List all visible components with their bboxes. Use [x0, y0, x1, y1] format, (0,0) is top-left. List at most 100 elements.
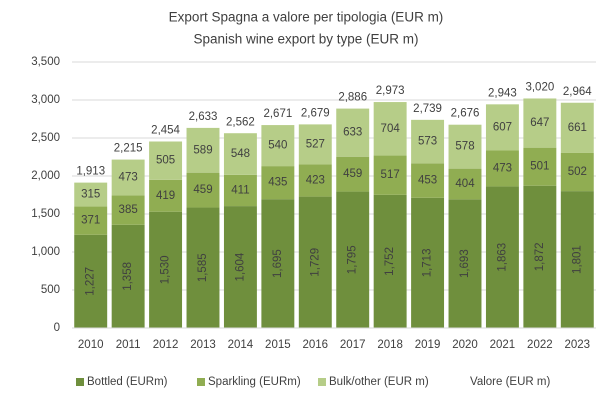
- data-label: 633: [343, 127, 362, 139]
- bar-segment: [411, 119, 445, 164]
- x-tick-label: 2021: [490, 339, 516, 351]
- x-tick-label: 2012: [153, 339, 179, 351]
- y-tick-label: 1,000: [31, 246, 60, 258]
- total-label: 2,562: [226, 116, 255, 128]
- legend-swatch: [76, 378, 84, 386]
- data-label: 1,752: [384, 247, 396, 276]
- bar-segment: [485, 104, 519, 151]
- bar-segment: [111, 224, 145, 328]
- bar-segment: [485, 150, 519, 187]
- total-label: 2,679: [301, 107, 330, 119]
- data-label: 385: [119, 204, 138, 216]
- bar-segment: [149, 211, 183, 328]
- chart-subtitle: Spanish wine export by type (EUR m): [193, 32, 418, 47]
- bar-segment: [448, 124, 482, 169]
- bar-segment: [223, 174, 257, 207]
- legend-label: Sparkling (EURm): [208, 376, 301, 388]
- data-label: 607: [493, 121, 512, 133]
- x-tick-label: 2013: [190, 339, 216, 351]
- data-label: 517: [381, 169, 400, 181]
- bar-segment: [223, 206, 257, 328]
- bar-segment: [560, 152, 594, 192]
- data-label: 540: [268, 140, 287, 152]
- total-label: 2,215: [114, 143, 143, 155]
- x-tick-label: 2015: [265, 339, 291, 351]
- data-label: 459: [193, 184, 212, 196]
- data-label: 661: [568, 122, 587, 134]
- x-tick-label: 2011: [116, 339, 141, 351]
- bar-segment: [149, 179, 183, 212]
- data-label: 1,530: [160, 255, 172, 284]
- bar-segment: [74, 206, 108, 235]
- bar-segment: [186, 207, 220, 328]
- bar-segment: [373, 102, 407, 156]
- bar-segment: [448, 199, 482, 328]
- legend-swatch: [318, 378, 326, 386]
- legend-label: Bulk/other (EUR m): [329, 376, 429, 388]
- data-label: 404: [455, 178, 475, 190]
- bar-segment: [336, 156, 370, 192]
- total-label: 2,671: [263, 108, 292, 120]
- y-tick-label: 1,500: [31, 208, 60, 220]
- data-label: 704: [381, 123, 401, 135]
- bar-segment: [261, 166, 295, 200]
- y-tick-label: 2,500: [31, 132, 60, 144]
- bar-segment: [261, 125, 295, 167]
- chart-title: Export Spagna a valore per tipologia (EU…: [169, 10, 444, 25]
- bar-segment: [298, 196, 332, 328]
- bar-segment: [74, 234, 108, 328]
- legend-label: Bottled (EURm): [87, 376, 168, 388]
- bar-segment: [74, 182, 108, 207]
- total-label: 2,964: [563, 86, 592, 98]
- data-label: 1,863: [496, 243, 508, 272]
- bar-segment: [261, 199, 295, 328]
- total-label: 2,886: [338, 92, 367, 104]
- bar-segment: [411, 163, 445, 198]
- bar-segment: [186, 127, 220, 173]
- bar-segment: [298, 164, 332, 197]
- y-tick-label: 500: [41, 284, 60, 296]
- bar-segment: [485, 186, 519, 328]
- bar-segment: [298, 124, 332, 165]
- legend-label: Valore (EUR m): [470, 376, 550, 388]
- y-tick-label: 3,500: [31, 56, 60, 68]
- data-label: 1,604: [234, 252, 246, 281]
- total-label: 1,913: [76, 166, 105, 178]
- data-label: 505: [156, 155, 175, 167]
- bar-segment: [111, 195, 145, 225]
- data-label: 435: [268, 177, 287, 189]
- bar-segment: [373, 194, 407, 328]
- bar-segment: [448, 168, 482, 200]
- x-tick-label: 2018: [377, 339, 403, 351]
- total-label: 2,739: [413, 103, 442, 115]
- data-label: 502: [568, 166, 587, 178]
- data-label: 473: [493, 162, 512, 174]
- total-label: 2,633: [189, 111, 218, 123]
- data-label: 1,729: [309, 248, 321, 277]
- data-label: 647: [530, 117, 549, 129]
- bar-segment: [373, 155, 407, 195]
- data-label: 1,872: [534, 242, 546, 271]
- data-label: 1,693: [459, 249, 471, 278]
- total-label: 2,454: [151, 125, 180, 137]
- data-label: 1,695: [272, 249, 284, 278]
- bar-segment: [411, 197, 445, 328]
- data-label: 371: [81, 215, 100, 227]
- data-label: 548: [231, 148, 250, 160]
- bar-segment: [149, 141, 183, 180]
- bar-segment: [336, 108, 370, 157]
- bar-segment: [523, 147, 557, 186]
- y-tick-label: 2,000: [31, 170, 60, 182]
- data-label: 411: [231, 185, 249, 197]
- legend-swatch: [197, 378, 205, 386]
- bar-segment: [560, 191, 594, 328]
- data-label: 473: [119, 172, 138, 184]
- x-tick-label: 2019: [415, 339, 441, 351]
- y-tick-label: 0: [54, 322, 60, 334]
- bar-segment: [223, 133, 257, 175]
- data-label: 419: [156, 190, 175, 202]
- x-tick-label: 2022: [527, 339, 553, 351]
- y-tick-label: 3,000: [31, 94, 60, 106]
- data-label: 527: [306, 138, 325, 150]
